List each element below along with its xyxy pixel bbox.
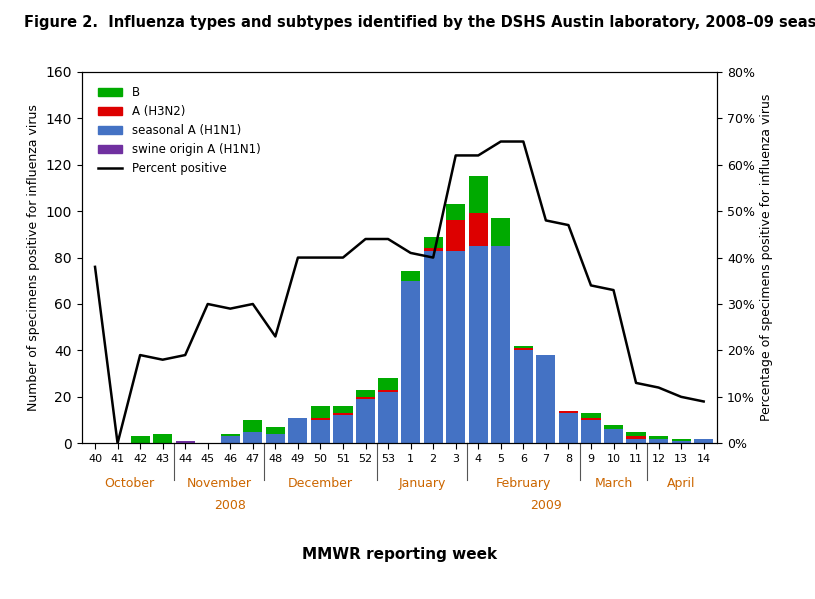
Bar	[333, 413, 353, 416]
Percent positive	[586, 282, 596, 289]
Percent positive	[631, 379, 641, 386]
Bar	[469, 246, 488, 443]
Bar	[604, 425, 623, 429]
Bar	[333, 416, 353, 443]
Line: Percent positive: Percent positive	[95, 141, 703, 443]
Bar	[266, 427, 285, 434]
Percent positive	[203, 300, 213, 307]
Percent positive	[383, 235, 393, 243]
Text: 2009: 2009	[530, 499, 562, 512]
Bar	[378, 390, 398, 392]
Bar	[491, 246, 510, 443]
Text: February: February	[496, 477, 551, 489]
Text: April: April	[667, 477, 695, 489]
Bar	[356, 397, 375, 399]
Bar	[627, 436, 645, 438]
Bar	[401, 271, 421, 281]
Text: March: March	[594, 477, 632, 489]
Bar	[424, 250, 443, 443]
Bar	[311, 418, 330, 420]
Percent positive	[428, 254, 438, 261]
Percent positive	[698, 398, 708, 405]
Percent positive	[112, 440, 122, 447]
Bar	[513, 348, 533, 350]
Percent positive	[180, 352, 190, 359]
Percent positive	[248, 300, 258, 307]
Y-axis label: Number of specimens positive for influenza virus: Number of specimens positive for influen…	[27, 104, 40, 411]
Percent positive	[361, 235, 371, 243]
Text: January: January	[399, 477, 446, 489]
Percent positive	[226, 305, 236, 312]
Bar	[401, 281, 421, 443]
Percent positive	[541, 217, 551, 224]
Bar	[694, 438, 713, 443]
Bar	[581, 418, 601, 420]
Bar	[424, 237, 443, 248]
Bar	[175, 441, 195, 443]
Bar	[356, 390, 375, 397]
Percent positive	[496, 138, 505, 145]
Bar	[559, 411, 578, 413]
Bar	[153, 434, 172, 443]
Bar	[378, 392, 398, 443]
Bar	[243, 432, 262, 443]
Bar	[266, 434, 285, 443]
Y-axis label: Percentage of specimens positive for influenza virus: Percentage of specimens positive for inf…	[760, 94, 773, 421]
Text: 2008: 2008	[214, 499, 246, 512]
Percent positive	[676, 393, 686, 400]
Bar	[446, 220, 465, 250]
Bar	[627, 438, 645, 443]
Percent positive	[518, 138, 528, 145]
Text: November: November	[187, 477, 252, 489]
Percent positive	[609, 286, 619, 294]
Bar	[446, 204, 465, 220]
Bar	[311, 406, 330, 418]
Percent positive	[135, 352, 145, 359]
Percent positive	[158, 356, 168, 363]
Bar	[311, 420, 330, 443]
Percent positive	[406, 249, 416, 256]
Bar	[424, 248, 443, 250]
Bar	[491, 218, 510, 246]
Percent positive	[271, 333, 280, 340]
Bar	[513, 346, 533, 348]
Bar	[581, 413, 601, 418]
Bar	[604, 429, 623, 443]
Bar	[672, 438, 691, 441]
Bar	[446, 250, 465, 443]
Bar	[672, 441, 691, 443]
Bar	[581, 420, 601, 443]
Bar	[469, 213, 488, 246]
Bar	[356, 399, 375, 443]
Bar	[221, 436, 240, 443]
Bar	[627, 432, 645, 436]
Bar	[333, 406, 353, 413]
Percent positive	[474, 152, 483, 159]
Legend: B, A (H3N2), seasonal A (H1N1), swine origin A (H1N1), Percent positive: B, A (H3N2), seasonal A (H1N1), swine or…	[94, 81, 265, 180]
Bar	[649, 436, 668, 438]
Bar	[536, 355, 556, 443]
Bar	[378, 379, 398, 390]
Percent positive	[293, 254, 303, 261]
Percent positive	[451, 152, 460, 159]
Text: October: October	[104, 477, 154, 489]
Bar	[221, 434, 240, 436]
Bar	[649, 438, 668, 443]
Text: Figure 2.  Influenza types and subtypes identified by the DSHS Austin laboratory: Figure 2. Influenza types and subtypes i…	[24, 15, 815, 30]
Percent positive	[315, 254, 325, 261]
Percent positive	[90, 263, 100, 270]
Percent positive	[338, 254, 348, 261]
Bar	[513, 350, 533, 443]
Percent positive	[563, 222, 573, 229]
Percent positive	[654, 384, 663, 391]
Bar	[559, 413, 578, 443]
Bar	[469, 176, 488, 213]
Bar	[130, 436, 150, 443]
Bar	[243, 420, 262, 432]
X-axis label: MMWR reporting week: MMWR reporting week	[302, 547, 497, 562]
Bar	[289, 418, 307, 443]
Text: December: December	[288, 477, 353, 489]
